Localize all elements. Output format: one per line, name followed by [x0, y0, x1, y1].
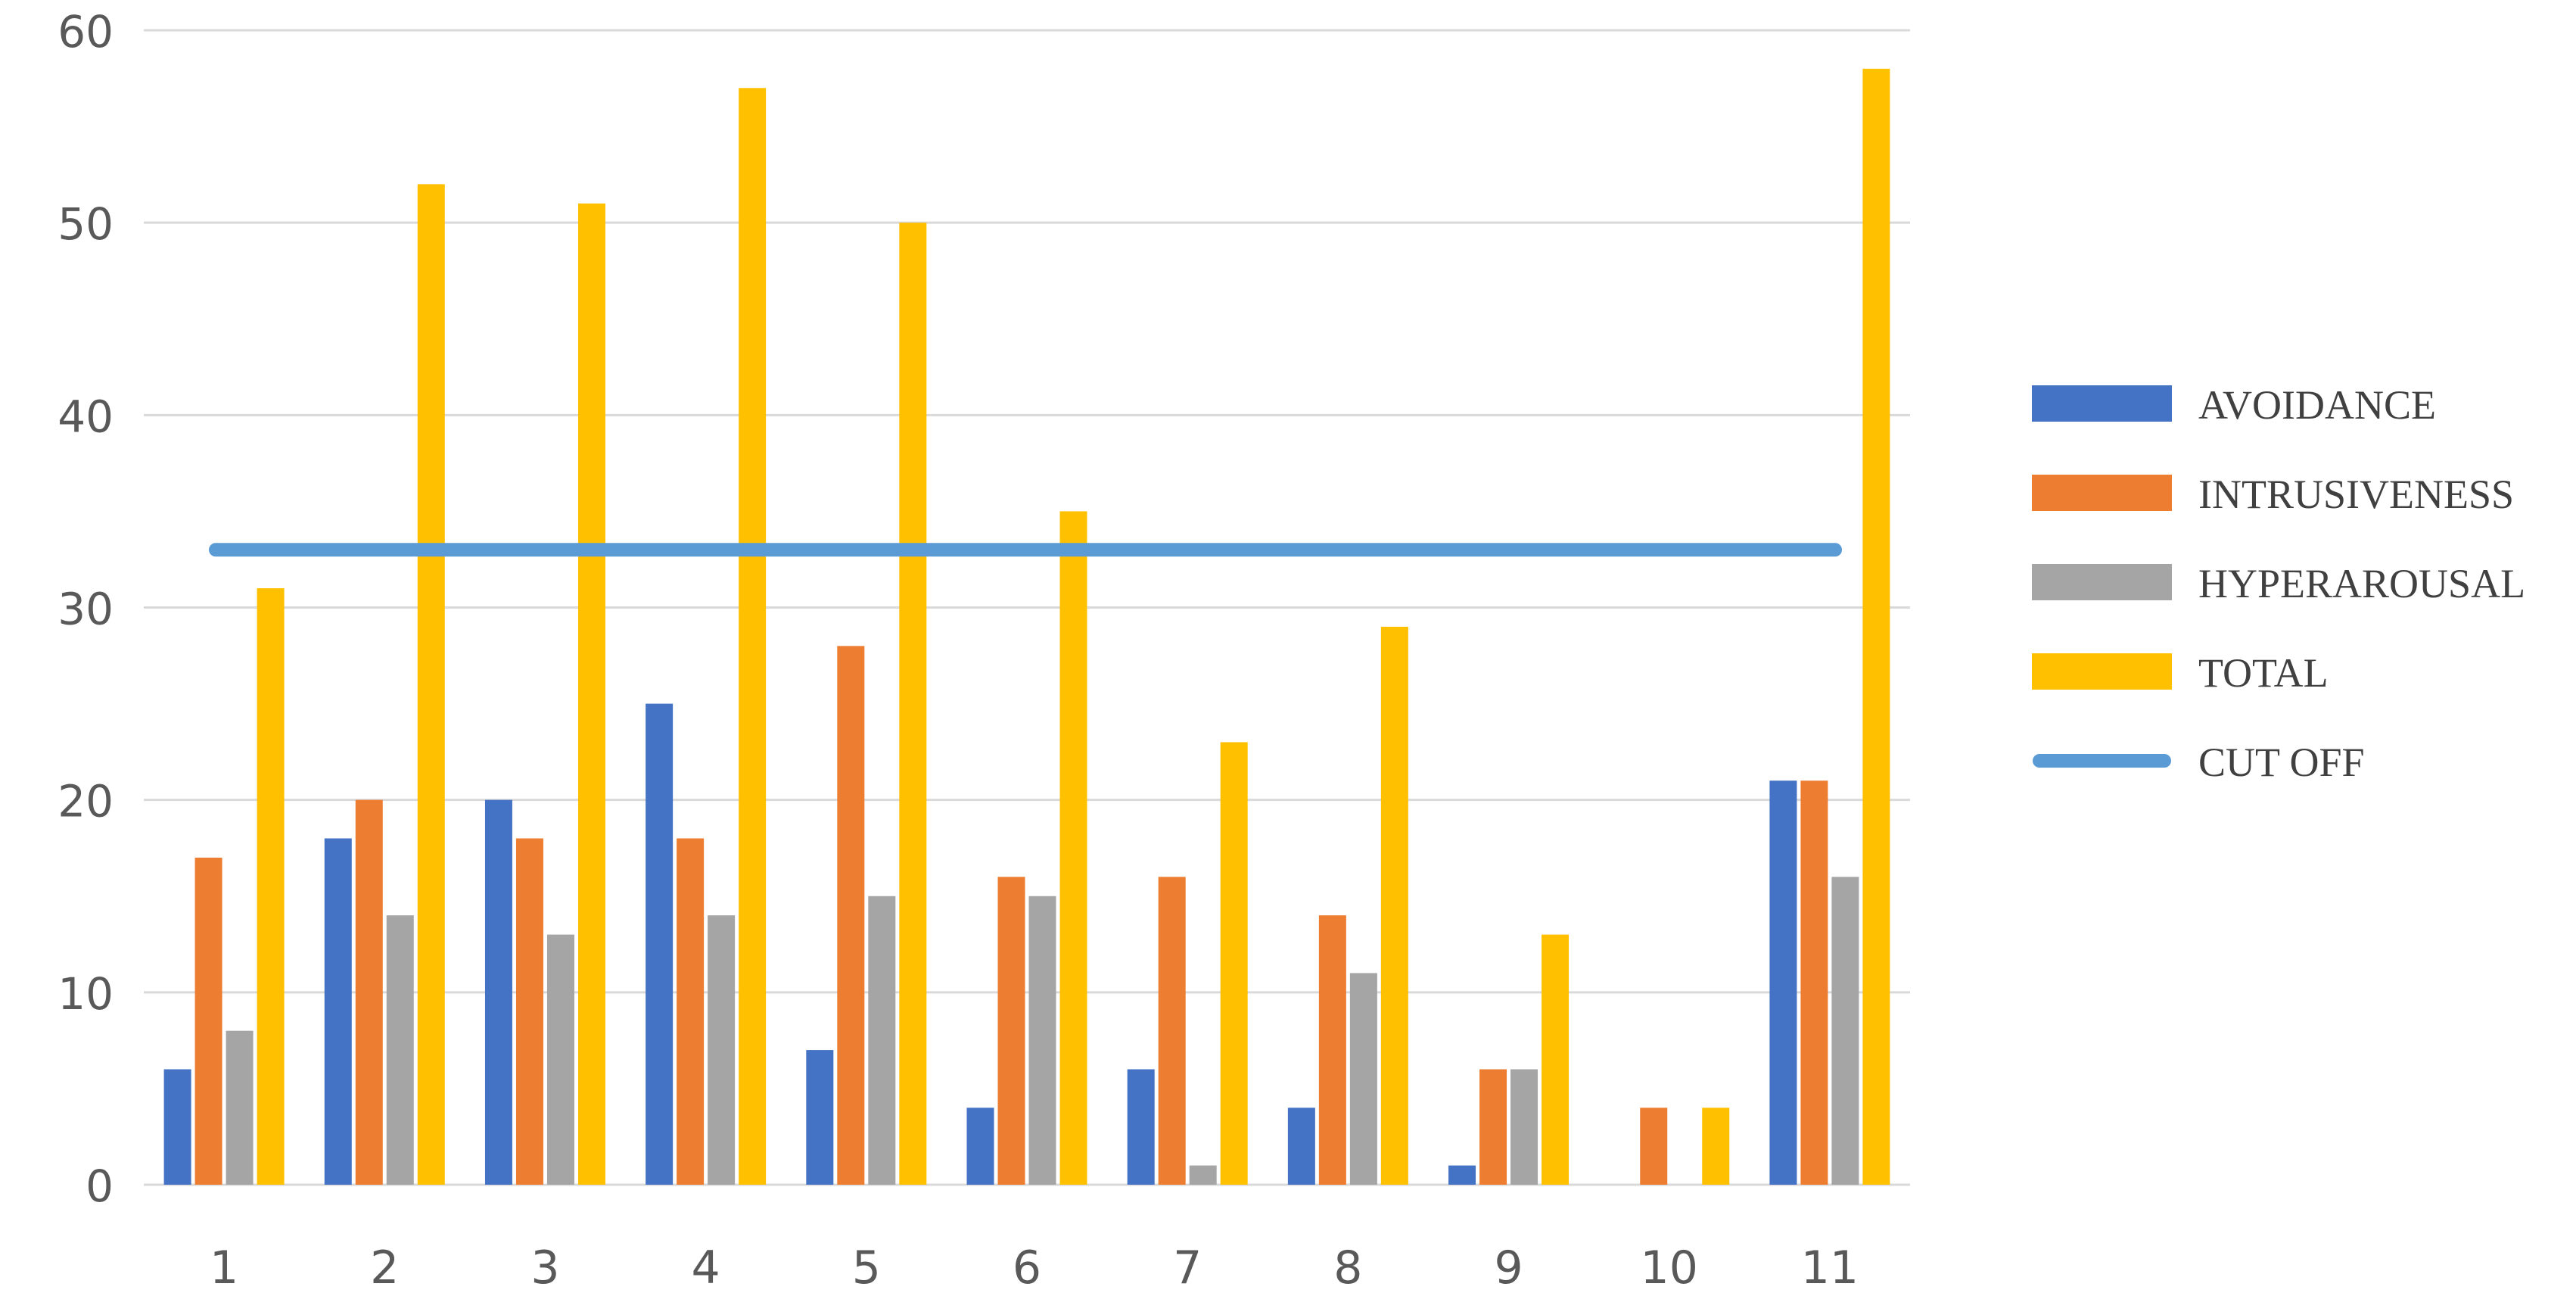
bar-avoidance	[1287, 1108, 1315, 1185]
x-tick-label: 11	[1801, 1241, 1859, 1294]
bar-intrusiveness	[1640, 1108, 1668, 1185]
x-tick-label: 4	[692, 1241, 720, 1294]
bar-total	[1862, 68, 1890, 1185]
bar-avoidance	[484, 799, 512, 1185]
x-tick-label: 9	[1494, 1241, 1523, 1294]
bar-intrusiveness	[1158, 877, 1186, 1185]
y-axis-ticks: 0 10 20 30 40 50 60	[58, 6, 114, 1212]
x-tick-label: 10	[1641, 1241, 1698, 1294]
bar-total	[1220, 742, 1248, 1185]
y-tick-label: 10	[58, 968, 114, 1020]
bar-avoidance	[966, 1108, 994, 1185]
bar-hyperarousal	[1349, 973, 1377, 1185]
bar-avoidance	[646, 703, 674, 1185]
bar-intrusiveness	[355, 799, 383, 1185]
bar-intrusiveness	[194, 857, 222, 1185]
bar-hyperarousal	[1189, 1165, 1217, 1185]
legend-label: TOTAL	[2198, 650, 2329, 696]
bar-total	[899, 223, 927, 1185]
bar-total	[1702, 1108, 1730, 1185]
bar-avoidance	[806, 1050, 834, 1185]
bar-total	[577, 203, 605, 1185]
bar-intrusiveness	[515, 838, 543, 1185]
bars	[163, 68, 1890, 1185]
bar-avoidance	[324, 838, 352, 1185]
bar-intrusiveness	[1479, 1069, 1507, 1185]
bar-avoidance	[1448, 1165, 1476, 1185]
bar-total	[1542, 934, 1570, 1185]
bar-hyperarousal	[386, 915, 414, 1185]
y-tick-label: 30	[58, 584, 114, 635]
bar-hyperarousal	[868, 896, 896, 1185]
bar-hyperarousal	[546, 934, 574, 1185]
legend-label: CUT OFF	[2198, 740, 2365, 785]
bar-avoidance	[163, 1069, 191, 1185]
x-tick-label: 3	[530, 1241, 559, 1294]
bar-hyperarousal	[708, 915, 736, 1185]
bar-hyperarousal	[1510, 1069, 1538, 1185]
bar-hyperarousal	[1831, 877, 1859, 1185]
bar-intrusiveness	[837, 646, 865, 1185]
bar-total	[1380, 626, 1408, 1185]
y-tick-label: 20	[58, 776, 114, 827]
legend-swatch	[2032, 475, 2172, 511]
bar-intrusiveness	[677, 838, 705, 1185]
bar-total	[417, 184, 445, 1185]
legend-swatch	[2032, 653, 2172, 690]
bar-intrusiveness	[1318, 915, 1346, 1185]
x-tick-label: 6	[1013, 1241, 1041, 1294]
x-tick-label: 8	[1333, 1241, 1362, 1294]
bar-intrusiveness	[997, 877, 1025, 1185]
bar-avoidance	[1769, 780, 1797, 1185]
legend-label: HYPERAROUSAL	[2198, 561, 2525, 606]
y-tick-label: 40	[58, 391, 114, 442]
bar-intrusiveness	[1800, 780, 1828, 1185]
legend-swatch	[2032, 385, 2172, 422]
bar-hyperarousal	[226, 1030, 254, 1185]
bar-total	[739, 88, 767, 1185]
bar-avoidance	[1127, 1069, 1155, 1185]
legend-label: AVOIDANCE	[2198, 382, 2436, 428]
x-axis-ticks: 1 2 3 4 5 6 7 8 9 10 11	[210, 1241, 1859, 1294]
y-tick-label: 50	[58, 198, 114, 250]
bar-total	[1059, 511, 1087, 1185]
x-tick-label: 5	[852, 1241, 881, 1294]
legend: AVOIDANCE INTRUSIVENESS HYPERAROUSAL TOTAL C…	[2032, 382, 2525, 785]
bar-hyperarousal	[1028, 896, 1056, 1185]
y-tick-label: 60	[58, 6, 114, 58]
legend-swatch	[2032, 564, 2172, 600]
legend-label: INTRUSIVENESS	[2198, 472, 2514, 517]
x-tick-label: 1	[210, 1241, 238, 1294]
x-tick-label: 2	[370, 1241, 399, 1294]
bar-total	[257, 588, 285, 1185]
y-tick-label: 0	[86, 1160, 114, 1212]
x-tick-label: 7	[1173, 1241, 1202, 1294]
